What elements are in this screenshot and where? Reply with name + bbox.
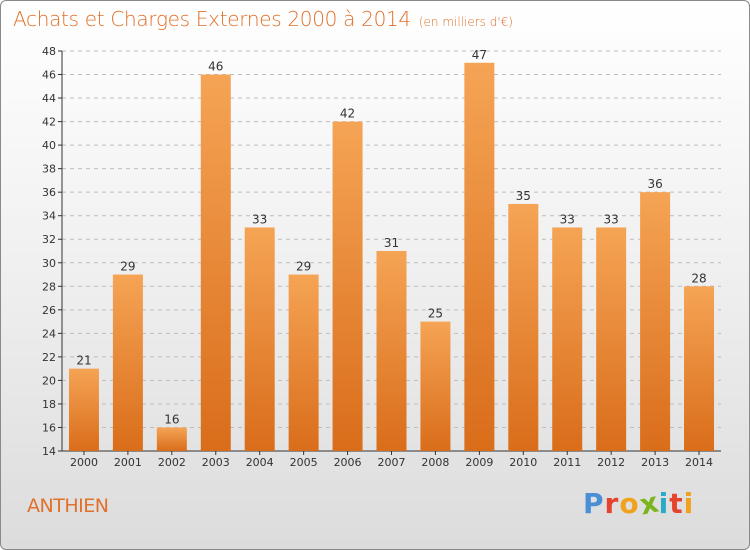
y-tick-label: 22 [42, 351, 56, 364]
bar-2001 [112, 274, 143, 451]
bar-2000 [68, 368, 99, 451]
bar-2003 [200, 74, 231, 451]
bar-2014 [684, 286, 715, 451]
x-tick-label-2005: 2005 [290, 456, 318, 469]
x-tick-label-2003: 2003 [202, 456, 230, 469]
x-tick-label-2004: 2004 [246, 456, 274, 469]
bar-2010 [508, 203, 539, 451]
x-tick-label-2000: 2000 [70, 456, 98, 469]
x-tick-label-2008: 2008 [421, 456, 449, 469]
x-tick-label-2002: 2002 [158, 456, 186, 469]
logo-letter: o [619, 487, 640, 520]
x-tick-label-2011: 2011 [553, 456, 581, 469]
bars [68, 62, 715, 452]
x-tick-label-2012: 2012 [597, 456, 625, 469]
bar-2005 [288, 274, 319, 451]
logo-letter: t [669, 487, 684, 520]
x-tick-label-2007: 2007 [378, 456, 406, 469]
chart-unit-label: (en milliers d'€) [418, 15, 513, 29]
y-tick-label: 38 [42, 163, 56, 176]
y-tick-label: 26 [42, 304, 56, 317]
data-label-2000: 21 [76, 354, 91, 368]
y-tick-label: 18 [42, 398, 56, 411]
x-tick-label-2001: 2001 [114, 456, 142, 469]
data-label-2008: 25 [428, 307, 443, 321]
x-tick-label-2010: 2010 [509, 456, 537, 469]
y-tick-label: 44 [42, 92, 56, 105]
y-tick-label: 48 [42, 45, 56, 58]
bar-2012 [596, 227, 627, 451]
proxiti-logo-image: Proxiti [583, 485, 695, 521]
data-label-2013: 36 [647, 177, 662, 191]
y-tick-label: 40 [42, 139, 56, 152]
bar-2006 [332, 121, 363, 452]
y-tick-label: 16 [42, 421, 56, 434]
town-name: ANTHIEN [27, 495, 109, 517]
y-tick-label: 20 [42, 374, 56, 387]
x-tick-label-2014: 2014 [685, 456, 713, 469]
data-label-2014: 28 [691, 271, 706, 285]
y-tick-label: 30 [42, 257, 56, 270]
bar-2011 [552, 227, 583, 451]
data-labels: 21 29 16 46 33 29 42 31 25 47 35 33 33 36 28 [76, 48, 706, 427]
chart-title: Achats et Charges Externes 2000 à 2014 (e… [13, 7, 513, 31]
logo-letter: P [583, 487, 605, 520]
y-tick-label: 42 [42, 116, 56, 129]
bar-2009 [464, 62, 495, 451]
proxiti-logo[interactable]: Proxiti [583, 485, 695, 521]
y-tick-label: 34 [42, 210, 56, 223]
data-label-2012: 33 [604, 212, 619, 226]
bar-2002 [156, 427, 187, 451]
data-label-2001: 29 [120, 260, 135, 274]
y-tick-label: 28 [42, 280, 56, 293]
data-label-2005: 29 [296, 260, 311, 274]
data-label-2004: 33 [252, 212, 267, 226]
bar-2013 [640, 192, 671, 452]
bar-2004 [244, 227, 275, 451]
chart-title-text: Achats et Charges Externes 2000 à 2014 [13, 7, 411, 31]
data-label-2011: 33 [560, 212, 575, 226]
y-tick-label: 24 [42, 327, 56, 340]
bar-2008 [420, 321, 451, 451]
y-tick-label: 46 [42, 69, 56, 82]
bar-2007 [376, 251, 407, 451]
x-tick-label-2006: 2006 [334, 456, 362, 469]
data-label-2003: 46 [208, 60, 223, 74]
data-label-2009: 47 [472, 48, 487, 62]
y-tick-label: 32 [42, 233, 56, 246]
logo-letter: i [683, 487, 695, 520]
logo-letter: r [604, 487, 620, 520]
data-label-2002: 16 [164, 412, 179, 426]
y-tick-label: 36 [42, 186, 56, 199]
logo-letter: i [658, 487, 670, 520]
x-tick-label-2009: 2009 [465, 456, 493, 469]
data-label-2010: 35 [516, 189, 531, 203]
x-tick-label-2013: 2013 [641, 456, 669, 469]
data-label-2006: 42 [340, 107, 355, 121]
data-label-2007: 31 [384, 236, 399, 250]
y-tick-label: 14 [42, 445, 56, 458]
